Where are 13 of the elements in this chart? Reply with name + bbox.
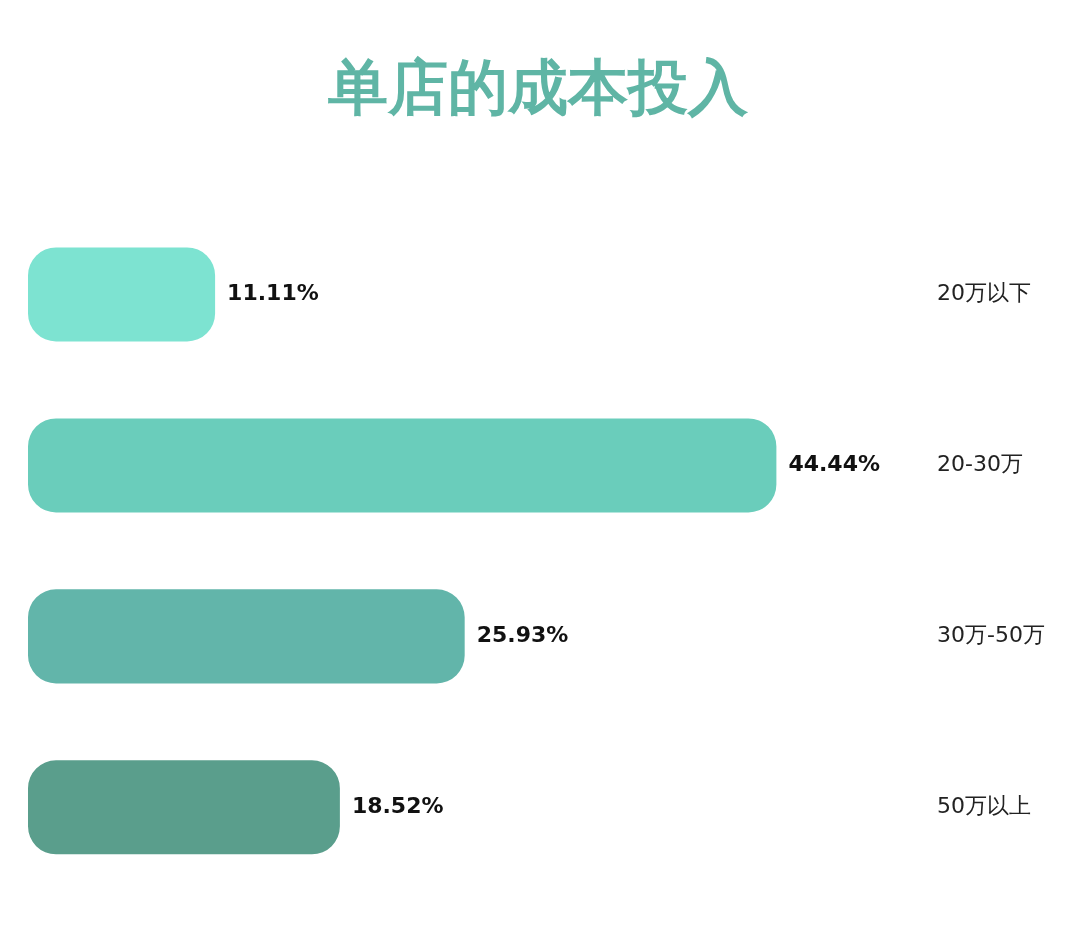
y-tick-label: 20-30万 [937,451,1024,477]
data-label: 44.44% [788,451,881,477]
bar [28,418,777,513]
chart-title: 单店的成本投入 [327,51,749,124]
data-label: 11.11% [227,280,319,306]
bar [28,247,216,342]
y-tick-label: 20万以下 [937,280,1032,306]
bar [28,589,465,684]
y-tick-label: 50万以上 [937,793,1032,819]
data-label: 25.93% [476,622,569,648]
y-tick-label: 30万-50万 [937,622,1046,648]
bar [28,760,340,855]
data-label: 18.52% [351,793,444,819]
